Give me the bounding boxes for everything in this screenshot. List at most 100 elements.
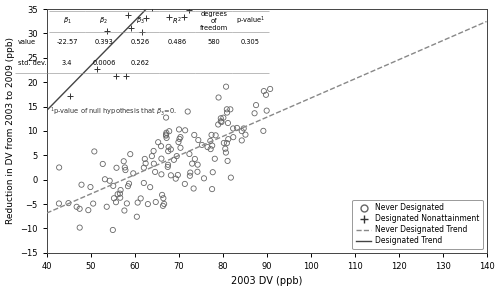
Point [66,94,74,98]
Point [148,154,156,159]
Point [194,138,202,142]
Point [190,1,198,6]
Point [114,192,122,197]
Point [174,173,182,177]
Point [151,170,159,174]
Point [120,159,128,164]
Text: $^1$p-value of null hypothesis that $\beta_3$=0.: $^1$p-value of null hypothesis that $\be… [50,105,177,118]
Point [204,145,212,150]
Point [224,137,232,142]
Point [180,14,188,19]
Point [200,176,208,181]
Point [176,135,184,139]
Point [208,133,216,137]
Point [148,5,156,10]
Point [142,0,150,2]
Point [103,29,111,34]
Point [217,116,225,121]
Point [186,173,194,178]
Point [109,184,117,188]
Point [124,13,132,18]
Point [140,181,148,185]
Point [122,74,130,78]
Point [102,204,110,209]
Point [208,170,216,175]
Point [142,15,150,20]
X-axis label: 2003 DV (ppb): 2003 DV (ppb) [231,277,302,286]
Point [112,200,120,204]
Point [206,139,214,143]
Point [206,147,214,152]
Point [186,170,194,175]
Point [208,187,216,192]
Point [167,147,175,152]
Point [158,156,166,161]
Point [175,127,183,132]
Point [194,169,202,174]
Point [125,181,133,186]
Point [64,201,72,206]
Point [164,149,172,154]
Point [164,145,172,149]
Point [218,120,226,124]
Point [183,2,191,7]
Point [159,204,167,208]
Point [55,165,63,170]
Point [55,201,63,206]
Point [158,172,166,177]
Point [164,162,172,167]
Point [109,228,117,232]
Point [260,128,268,133]
Point [198,142,206,147]
Point [262,108,270,113]
Point [176,137,184,141]
Point [162,131,170,135]
Point [122,168,130,172]
Point [181,182,189,186]
Point [214,95,222,100]
Point [172,176,179,181]
Point [157,144,165,149]
Point [212,133,220,138]
Point [214,122,222,127]
Point [112,74,120,78]
Point [158,192,166,197]
Point [238,138,246,143]
Point [179,2,187,7]
Point [238,129,246,133]
Point [162,132,170,137]
Point [130,171,138,176]
Legend: Never Designated, Designated Nonattainment, Never Designated Trend, Designated T: Never Designated, Designated Nonattainme… [352,200,482,249]
Point [165,129,173,133]
Point [165,14,173,19]
Point [211,157,219,161]
Point [229,126,237,131]
Point [78,182,86,187]
Point [152,200,160,204]
Point [140,165,148,170]
Point [164,165,172,169]
Point [133,0,141,5]
Point [162,135,170,140]
Point [184,109,192,114]
Point [124,184,132,189]
Point [260,89,268,93]
Point [150,161,158,166]
Point [146,185,154,190]
Point [76,206,84,211]
Point [136,196,144,201]
Point [220,115,228,120]
Point [101,177,109,182]
Point [116,191,124,196]
Point [266,87,274,91]
Point [223,141,231,145]
Point [116,195,124,200]
Point [160,196,168,201]
Point [90,149,98,154]
Point [106,178,114,183]
Point [222,84,230,89]
Point [141,157,149,161]
Point [167,173,175,178]
Point [223,107,231,112]
Point [250,111,258,116]
